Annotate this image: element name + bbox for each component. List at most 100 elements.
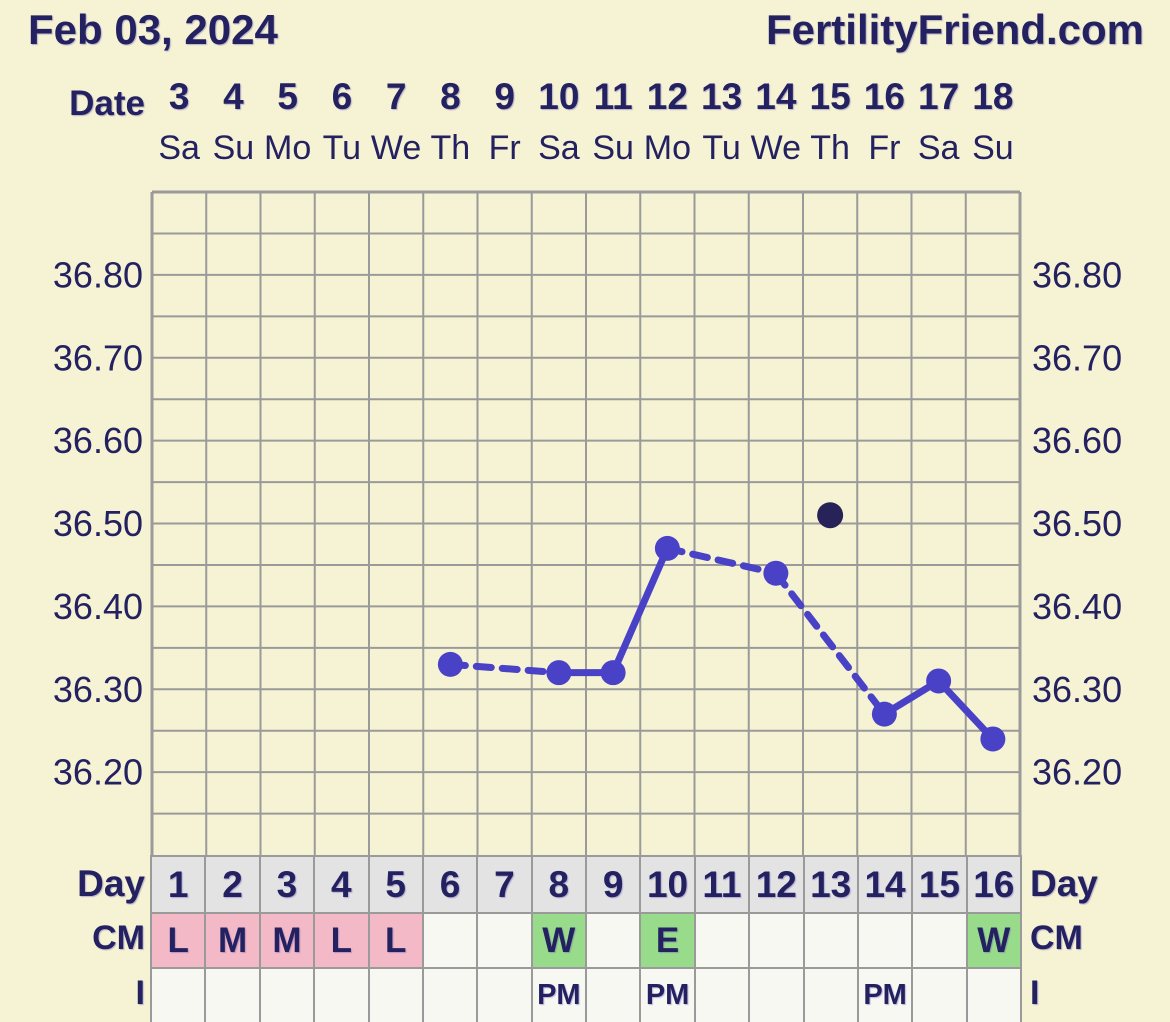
weekday-label: Tu [322,129,362,167]
y-tick-label-left: 36.50 [53,503,143,544]
i-cell[interactable] [587,969,640,1022]
day-cell[interactable]: 3 [260,857,314,912]
i-cell[interactable] [478,969,531,1022]
cm-cell[interactable]: W [532,914,585,967]
date-number: 10 [538,76,580,117]
y-tick-label-left: 36.70 [53,337,143,378]
day-cell[interactable]: 7 [478,857,531,912]
y-tick-label-right: 36.60 [1032,420,1122,461]
date-number: 12 [646,76,688,117]
cm-cell[interactable]: M [260,914,314,967]
weekday-label: Su [212,129,255,167]
i-cell[interactable] [152,969,205,1022]
chart-start-date: Feb 03, 2024 [28,6,278,53]
temp-point[interactable] [546,660,572,686]
cm-cell[interactable] [695,914,749,967]
temp-line-segment [772,569,888,718]
weekday-label: Mo [264,129,312,167]
date-number: 13 [701,76,743,117]
temp-point-outlier[interactable] [817,502,844,529]
day-cell[interactable]: 4 [315,857,368,912]
weekday-label: Su [972,129,1014,167]
cm-cell[interactable] [478,914,531,967]
cm-cell[interactable]: E [641,914,694,967]
y-tick-label-right: 36.40 [1032,586,1122,627]
day-cell[interactable]: 5 [369,857,422,912]
temp-point[interactable] [437,651,463,677]
temp-point[interactable] [763,560,789,586]
cm-cell[interactable]: L [315,914,368,967]
cm-row-label-right: CM [1030,919,1083,957]
i-cell[interactable] [913,969,966,1022]
cm-cell[interactable] [804,914,857,967]
i-cell[interactable] [423,969,477,1022]
temp-line-segment [446,660,563,677]
i-row-label-right: I [1030,974,1040,1012]
day-cell[interactable]: 13 [804,857,857,912]
y-tick-label-right: 36.20 [1032,752,1122,793]
date-number: 6 [331,76,353,117]
i-cell[interactable] [804,969,857,1022]
cm-cell[interactable]: L [369,914,422,967]
weekday-label: Fr [488,129,521,167]
i-row-label-left: I [135,974,145,1012]
day-cell[interactable]: 8 [532,857,585,912]
day-cell[interactable]: 2 [206,857,259,912]
cm-cell[interactable]: W [967,914,1020,967]
cm-cell[interactable]: L [152,914,205,967]
i-cell[interactable]: PM [641,969,694,1022]
y-tick-label-left: 36.30 [53,669,143,710]
temp-line-segment [609,544,671,677]
i-cell[interactable] [967,969,1020,1022]
i-cell[interactable] [260,969,314,1022]
cm-cell[interactable] [858,914,912,967]
day-cell[interactable]: 6 [423,857,477,912]
date-number: 15 [809,76,851,117]
temp-point[interactable] [980,726,1006,752]
temp-line-segment [663,544,780,577]
day-cell[interactable]: 10 [641,857,694,912]
i-cell[interactable] [750,969,803,1022]
day-cell[interactable]: 9 [587,857,640,912]
cm-cell[interactable]: M [206,914,259,967]
day-cell[interactable]: 1 [152,857,205,912]
date-axis-label: Date [69,84,145,123]
day-cell[interactable]: 11 [695,857,749,912]
date-number: 5 [277,76,298,117]
day-cell[interactable]: 15 [913,857,966,912]
cm-cell[interactable] [913,914,966,967]
weekday-label: Sa [538,129,580,167]
cm-cell[interactable] [587,914,640,967]
i-cell[interactable] [206,969,259,1022]
cm-cell[interactable] [750,914,803,967]
weekday-label: Sa [917,129,960,167]
y-tick-label-left: 36.80 [53,254,143,295]
i-cell[interactable] [695,969,749,1022]
temp-point[interactable] [871,701,897,727]
temp-point[interactable] [654,535,680,561]
cm-cell[interactable] [423,914,477,967]
i-cell[interactable]: PM [532,969,585,1022]
day-cell[interactable]: 16 [967,857,1020,912]
weekday-label: We [370,129,422,167]
weekday-label: Su [592,129,634,167]
date-number: 17 [918,76,960,117]
date-number: 8 [440,76,461,117]
fertilityfriend-logo[interactable]: FertilityFriend.com [765,6,1144,53]
weekday-label: Mo [643,129,691,167]
y-tick-label-right: 36.30 [1032,669,1122,710]
y-tick-label-left: 36.60 [53,420,143,461]
temp-line-segment [935,677,997,743]
cycle-data-table: 1 2 3 4 5 6 7 8 9 10 11 12 13 14 15 16 L M M L L W E W PM PM PM [150,855,1022,1022]
y-tick-label-right: 36.50 [1032,503,1122,544]
temp-point[interactable] [600,660,626,686]
date-number: 16 [863,76,905,117]
day-cell[interactable]: 14 [858,857,912,912]
day-cell[interactable]: 12 [750,857,803,912]
i-cell[interactable] [315,969,368,1022]
i-cell[interactable]: PM [858,969,912,1022]
i-cell[interactable] [369,969,422,1022]
temp-point[interactable] [926,668,952,694]
y-tick-label-left: 36.40 [53,586,143,627]
